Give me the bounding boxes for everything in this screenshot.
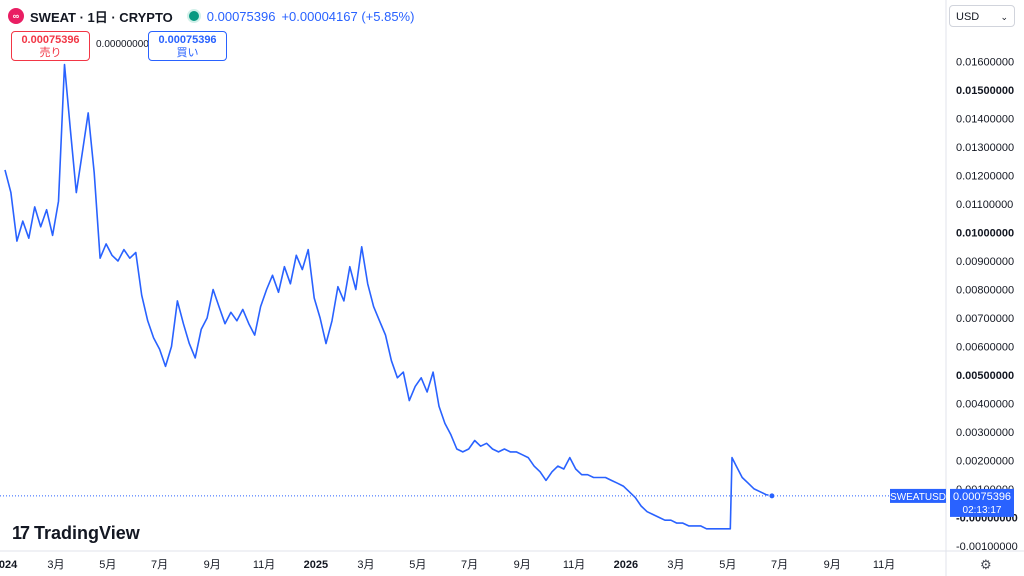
settings-icon[interactable]: ⚙: [980, 557, 992, 572]
y-tick-label: 0.01100000: [956, 199, 1013, 211]
y-tick-label: 0.01300000: [956, 142, 1014, 154]
last-price-label-bg: [950, 488, 1014, 517]
x-tick-label: 7月: [461, 559, 478, 571]
x-tick-label: 3月: [667, 559, 684, 571]
x-tick-label: 2025: [304, 559, 328, 571]
y-tick-label: 0.00300000: [956, 427, 1014, 439]
price-change: +0.00004167 (+5.85%): [281, 8, 415, 24]
y-tick-label: 0.01600000: [956, 57, 1014, 69]
x-tick-label: 3月: [357, 559, 374, 571]
x-tick-label: 11月: [253, 559, 275, 571]
x-tick-label: 9月: [514, 559, 531, 571]
symbol-header: ∞ SWEAT · 1日 · CRYPTO 0.00075396 +0.0000…: [8, 6, 414, 26]
x-tick-label: 2024: [0, 559, 18, 571]
currency-label: USD: [956, 11, 980, 23]
buy-price: 0.00075396: [158, 34, 217, 46]
sell-button[interactable]: 0.00075396 売り: [11, 31, 90, 61]
y-tick-label: 0.00800000: [956, 285, 1014, 297]
y-tick-label: 0.00200000: [956, 455, 1014, 467]
x-tick-label: 3月: [47, 559, 64, 571]
y-tick-label: -0.00100000: [956, 541, 1018, 553]
x-tick-label: 11月: [873, 559, 895, 571]
y-tick-label: 0.00400000: [956, 398, 1014, 410]
x-tick-label: 2026: [614, 559, 638, 571]
x-tick-label: 7月: [151, 559, 168, 571]
ticker-label-bg: [890, 488, 946, 503]
market-status-icon[interactable]: [186, 9, 201, 23]
y-tick-label: 0.01500000: [956, 85, 1014, 97]
y-tick-label: 0.01200000: [956, 171, 1014, 183]
x-tick-label: 7月: [771, 559, 788, 571]
sweat-logo-icon: ∞: [8, 8, 24, 24]
y-tick-label: 0.00700000: [956, 313, 1014, 325]
buy-label: 買い: [176, 47, 199, 59]
sell-label: 売り: [39, 47, 62, 59]
x-tick-label: 9月: [204, 559, 221, 571]
x-tick-label: 5月: [99, 559, 116, 571]
ticker-label: SWEATUSD: [890, 492, 946, 503]
last-price-dot: [768, 492, 776, 500]
brand-name: TradingView: [34, 523, 140, 543]
current-price: 0.00075396: [206, 8, 276, 24]
chevron-down-icon: ⌄: [1000, 12, 1008, 22]
y-tick-label: 0.00600000: [956, 341, 1014, 353]
sell-price: 0.00075396: [21, 34, 80, 46]
spread-value: 0.00000000: [96, 39, 149, 50]
tradingview-mark-icon: 17: [12, 523, 30, 543]
last-price-value: 0.00075396: [953, 491, 1011, 503]
x-tick-label: 9月: [824, 559, 841, 571]
tradingview-logo[interactable]: 17 TradingView: [12, 523, 140, 544]
x-tick-label: 5月: [409, 559, 426, 571]
y-tick-label: 0.00500000: [956, 370, 1014, 382]
buy-button[interactable]: 0.00075396 買い: [148, 31, 227, 61]
symbol-title[interactable]: SWEAT · 1日 · CRYPTO: [30, 9, 173, 25]
countdown-label: 02:13:17: [963, 505, 1002, 516]
y-tick-label: 0.00900000: [956, 256, 1014, 268]
price-line: [4, 63, 773, 530]
y-tick-label: 0.01400000: [956, 114, 1014, 126]
currency-select[interactable]: USD ⌄: [949, 5, 1015, 27]
x-tick-label: 5月: [719, 559, 736, 571]
y-tick-label: 0.01000000: [956, 228, 1014, 240]
x-tick-label: 11月: [563, 559, 585, 571]
